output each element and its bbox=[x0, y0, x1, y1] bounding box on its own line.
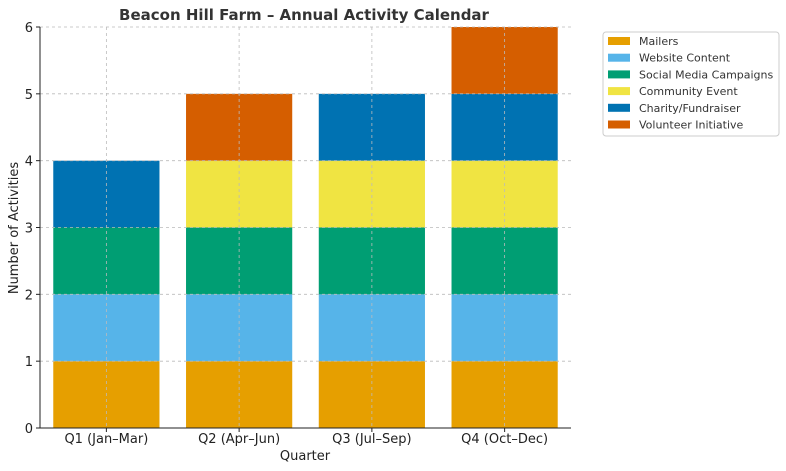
legend-label-6: Volunteer Initiative bbox=[639, 119, 744, 132]
legend-swatch-4 bbox=[608, 87, 630, 96]
legend-label-4: Community Event bbox=[639, 85, 738, 98]
y-tick-label-0: 0 bbox=[25, 422, 33, 437]
grid-lines bbox=[40, 26, 571, 428]
bar-segment-3-5 bbox=[318, 93, 425, 161]
bar-segment-2-4 bbox=[186, 160, 293, 228]
legend-label-5: Charity/Fundraiser bbox=[639, 102, 741, 115]
chart-title: Beacon Hill Farm – Annual Activity Calen… bbox=[119, 6, 490, 24]
legend-swatch-6 bbox=[608, 120, 630, 129]
legend-swatch-3 bbox=[608, 70, 630, 79]
legend-label-3: Social Media Campaigns bbox=[639, 68, 774, 81]
bar-segment-1-5 bbox=[53, 160, 160, 228]
y-tick-label-4: 4 bbox=[25, 155, 33, 170]
legend: Mailers Website Content Social Media Campa… bbox=[602, 31, 780, 137]
x-tick-label-4: Q4 (Oct–Dec) bbox=[461, 432, 548, 447]
y-ticks: 0 1 2 3 4 5 6 bbox=[25, 21, 40, 437]
y-tick-label-5: 5 bbox=[25, 88, 33, 103]
bar-segment-2-6 bbox=[186, 93, 293, 161]
x-tick-label-3: Q3 (Jul–Sep) bbox=[332, 432, 411, 447]
legend-swatch-2 bbox=[608, 53, 630, 62]
legend-label-2: Website Content bbox=[639, 52, 731, 65]
legend-frame bbox=[602, 31, 780, 137]
bar-segment-3-4 bbox=[318, 160, 425, 228]
legend-swatch-1 bbox=[608, 37, 630, 45]
legend-label-1: Mailers bbox=[639, 35, 679, 48]
legend-swatch-5 bbox=[608, 103, 630, 112]
y-tick-label-3: 3 bbox=[25, 222, 33, 237]
bar-segment-4-4 bbox=[451, 160, 558, 228]
y-tick-label-1: 1 bbox=[25, 355, 33, 370]
x-axis-label: Quarter bbox=[280, 449, 331, 464]
y-tick-label-2: 2 bbox=[25, 288, 33, 303]
bar-segment-4-5 bbox=[451, 93, 558, 161]
x-tick-label-2: Q2 (Apr–Jun) bbox=[198, 432, 280, 447]
y-axis-label: Number of Activities bbox=[7, 162, 22, 295]
x-ticks: Q1 (Jan–Mar) Q2 (Apr–Jun) Q3 (Jul–Sep) Q4 (… bbox=[64, 428, 548, 447]
y-tick-label-6: 6 bbox=[25, 21, 33, 36]
x-tick-label-1: Q1 (Jan–Mar) bbox=[64, 432, 148, 447]
bars bbox=[53, 27, 558, 428]
